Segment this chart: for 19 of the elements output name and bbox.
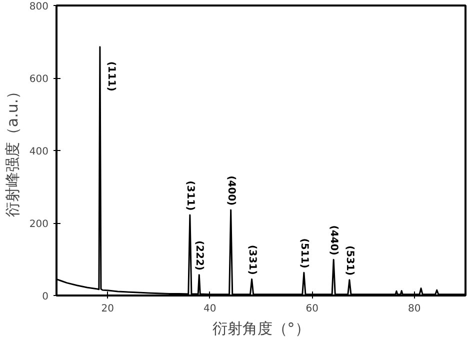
- x-tick-label: 80: [408, 304, 421, 314]
- annotation: (531): [344, 246, 355, 276]
- annotation: (222): [194, 240, 205, 270]
- x-axis-title: 衍射角度（°）: [212, 320, 310, 338]
- x-tick-label: 60: [306, 304, 318, 314]
- annotation: (440): [328, 225, 340, 256]
- y-tick-label: 800: [29, 2, 49, 12]
- annotation: (511): [298, 238, 310, 268]
- y-axis-title: 衍射峰强度（a.u.）: [3, 84, 22, 218]
- x-tick-label: 20: [101, 304, 114, 314]
- annotation: (111): [106, 61, 117, 92]
- annotation: (311): [184, 180, 196, 211]
- y-tick-label: 200: [29, 219, 49, 230]
- annotation: (400): [225, 176, 236, 206]
- annotation: (331): [246, 244, 258, 275]
- y-tick-label: 400: [29, 146, 49, 158]
- y-tick-label: 600: [29, 74, 49, 85]
- y-tick-label: 0: [42, 292, 49, 302]
- x-tick-label: 40: [204, 304, 216, 314]
